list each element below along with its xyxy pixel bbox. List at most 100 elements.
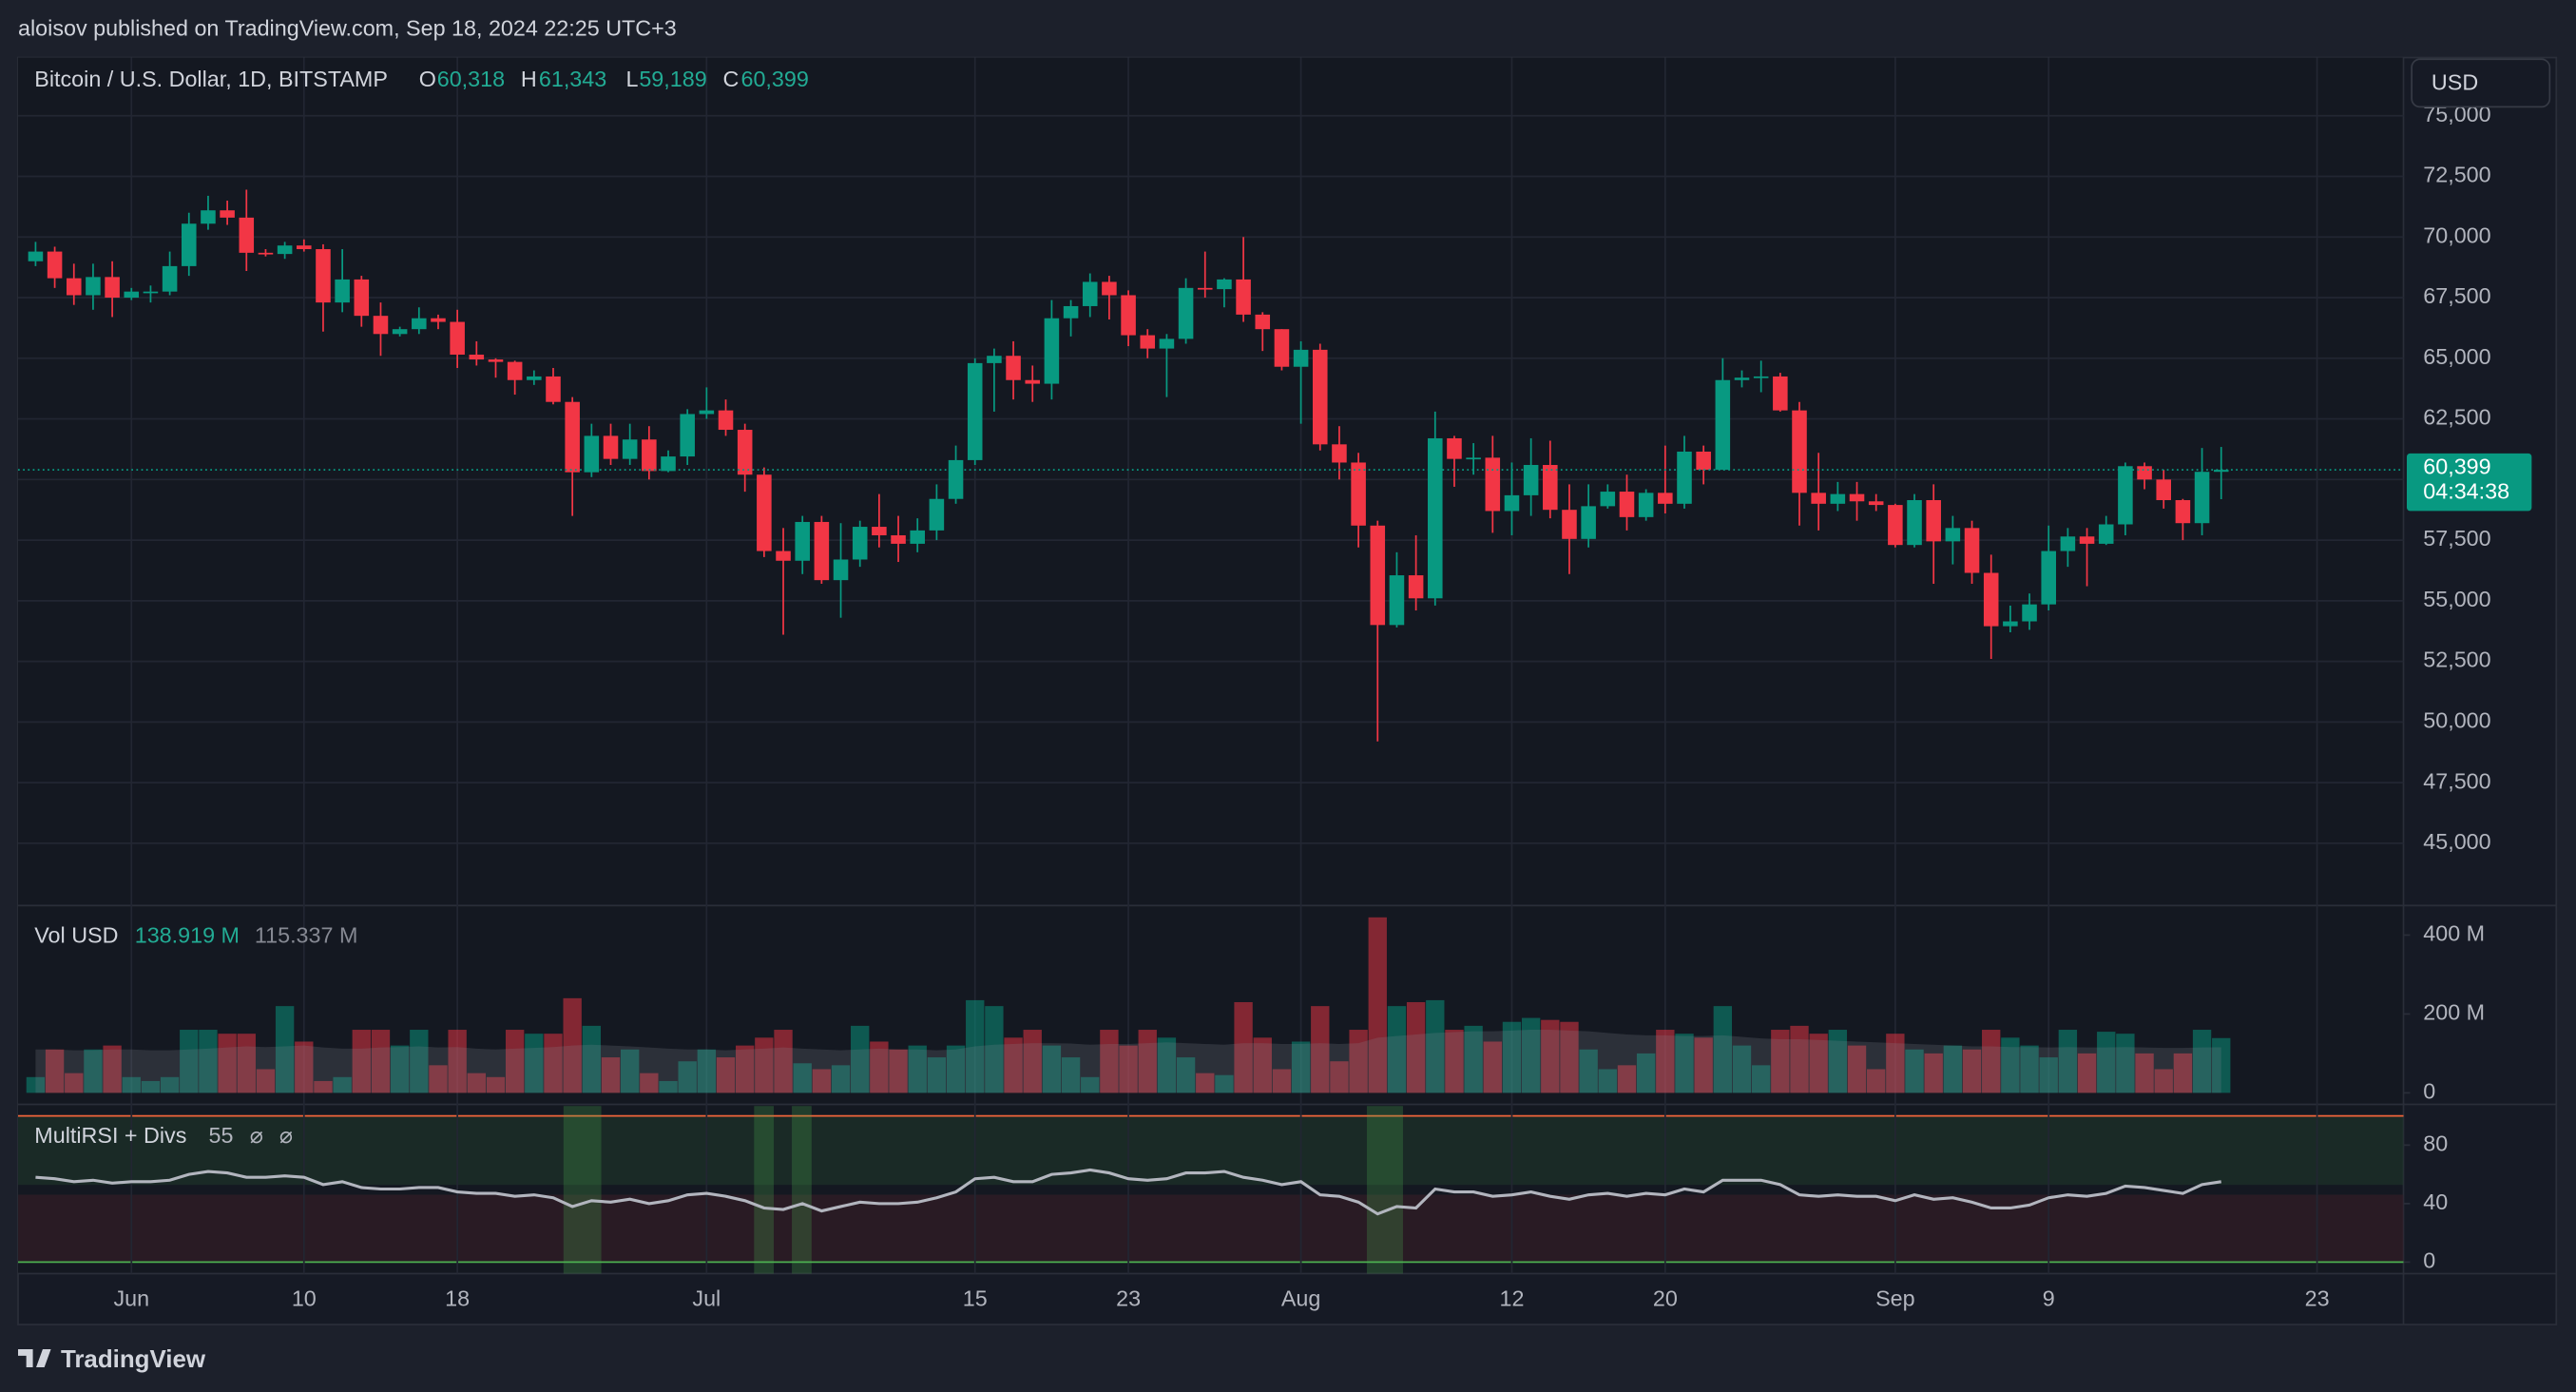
- candle-body: [28, 251, 44, 261]
- candle-body: [1274, 329, 1290, 367]
- volume-bar: [1138, 1030, 1157, 1093]
- volume-bar: [429, 1065, 448, 1093]
- currency-label[interactable]: USD: [2432, 69, 2478, 94]
- volume-bar: [640, 1073, 659, 1093]
- volume-bar: [1272, 1069, 1292, 1093]
- rsi-line: [35, 1168, 2221, 1216]
- volume-bar: [1790, 1025, 1809, 1093]
- candle-body: [1600, 492, 1616, 507]
- candle-body: [431, 318, 446, 322]
- candle-body: [967, 362, 983, 460]
- volume-bar: [1521, 1017, 1541, 1093]
- candle-body: [1562, 510, 1577, 539]
- ohlc-key: L: [625, 67, 638, 91]
- candle-body: [297, 245, 312, 250]
- y-tick-label: 67,500: [2423, 283, 2490, 308]
- candle-body: [795, 521, 810, 561]
- volume-bar: [1905, 1049, 1924, 1093]
- volume-bar: [1464, 1025, 1483, 1093]
- candle-body: [1715, 379, 1731, 471]
- candle-body: [718, 410, 734, 431]
- volume-bar: [1445, 1030, 1464, 1093]
- volume-bar: [486, 1076, 506, 1093]
- candle-body: [1888, 505, 1903, 546]
- logo-mark: [18, 1349, 51, 1368]
- volume-bar: [1541, 1019, 1560, 1093]
- candle-body: [1983, 572, 1999, 627]
- x-tick-label: Sep: [1875, 1286, 1915, 1310]
- volume-bar: [1924, 1053, 1943, 1093]
- candle-body: [1255, 314, 1271, 330]
- volume-bar: [1962, 1049, 1982, 1093]
- candle-body: [1753, 376, 1769, 378]
- candle-body: [833, 559, 849, 581]
- volume-legend-value: 138.919 M: [135, 922, 240, 947]
- candle-body: [1312, 349, 1328, 445]
- candle-body: [105, 277, 120, 299]
- candle-body: [1178, 287, 1194, 339]
- x-tick-label: 10: [292, 1286, 317, 1310]
- volume-bar: [1368, 917, 1387, 1093]
- volume-bar: [889, 1049, 908, 1093]
- volume-title: Vol USD: [34, 922, 118, 947]
- volume-ma-area: [35, 1030, 2221, 1093]
- candle-body: [1926, 499, 1941, 542]
- divergence-highlight: [792, 1106, 812, 1274]
- candle-body: [776, 551, 791, 561]
- volume-bar: [2212, 1037, 2231, 1093]
- candle-body: [1044, 318, 1060, 384]
- candle-body: [1658, 493, 1673, 504]
- volume-bar: [1387, 1006, 1407, 1093]
- candle-body: [1217, 279, 1232, 290]
- volume-bar: [505, 1030, 525, 1093]
- candle-body: [86, 277, 101, 296]
- volume-bar: [985, 1006, 1004, 1093]
- volume-bar: [2154, 1069, 2173, 1093]
- candle-body: [1581, 506, 1596, 539]
- candle-body: [2156, 479, 2172, 500]
- volume-bar: [2020, 1045, 2039, 1093]
- y-tick-label: 0: [2423, 1248, 2435, 1273]
- volume-bar: [2192, 1030, 2212, 1093]
- volume-bar: [2058, 1030, 2078, 1093]
- candle-body: [277, 245, 293, 255]
- volume-bar: [1349, 1030, 1368, 1093]
- rsi-legend-value: ⌀: [250, 1123, 263, 1148]
- candle-body: [1236, 279, 1251, 315]
- candle-body: [1159, 338, 1175, 349]
- volume-bar: [1579, 1049, 1598, 1093]
- countdown-label: 04:34:38: [2423, 478, 2509, 503]
- y-tick-label: 47,500: [2423, 768, 2490, 793]
- volume-bar: [697, 1049, 717, 1093]
- volume-bar: [582, 1025, 602, 1093]
- candle-body: [1293, 349, 1309, 367]
- candle-body: [1523, 465, 1539, 495]
- volume-bar: [1617, 1065, 1637, 1093]
- volume-bar: [1867, 1069, 1886, 1093]
- logo-text: TradingView: [61, 1346, 206, 1373]
- y-tick-label: 0: [2423, 1079, 2435, 1104]
- candle-body: [354, 279, 370, 317]
- volume-bar: [678, 1061, 697, 1093]
- currency-button[interactable]: [2411, 58, 2551, 108]
- volume-bar: [2001, 1037, 2020, 1093]
- volume-bar: [1291, 1041, 1311, 1093]
- volume-bar: [544, 1034, 563, 1093]
- candle-body: [47, 251, 63, 279]
- candle-body: [469, 354, 485, 360]
- volume-bar: [1176, 1057, 1196, 1093]
- volume-bar: [1560, 1021, 1579, 1093]
- y-tick-label: 57,500: [2423, 526, 2490, 551]
- candle-body: [412, 318, 427, 330]
- y-tick-label: 65,000: [2423, 344, 2490, 369]
- x-tick-label: 15: [963, 1286, 988, 1310]
- candle-body: [2118, 466, 2133, 525]
- logo: TradingView: [18, 1346, 206, 1373]
- rsi-legend-value: ⌀: [279, 1123, 293, 1148]
- candle-body: [2079, 536, 2095, 544]
- volume-bar: [1751, 1065, 1771, 1093]
- volume-bar: [237, 1034, 256, 1093]
- volume-bar: [870, 1041, 889, 1093]
- candle-body: [1830, 493, 1846, 504]
